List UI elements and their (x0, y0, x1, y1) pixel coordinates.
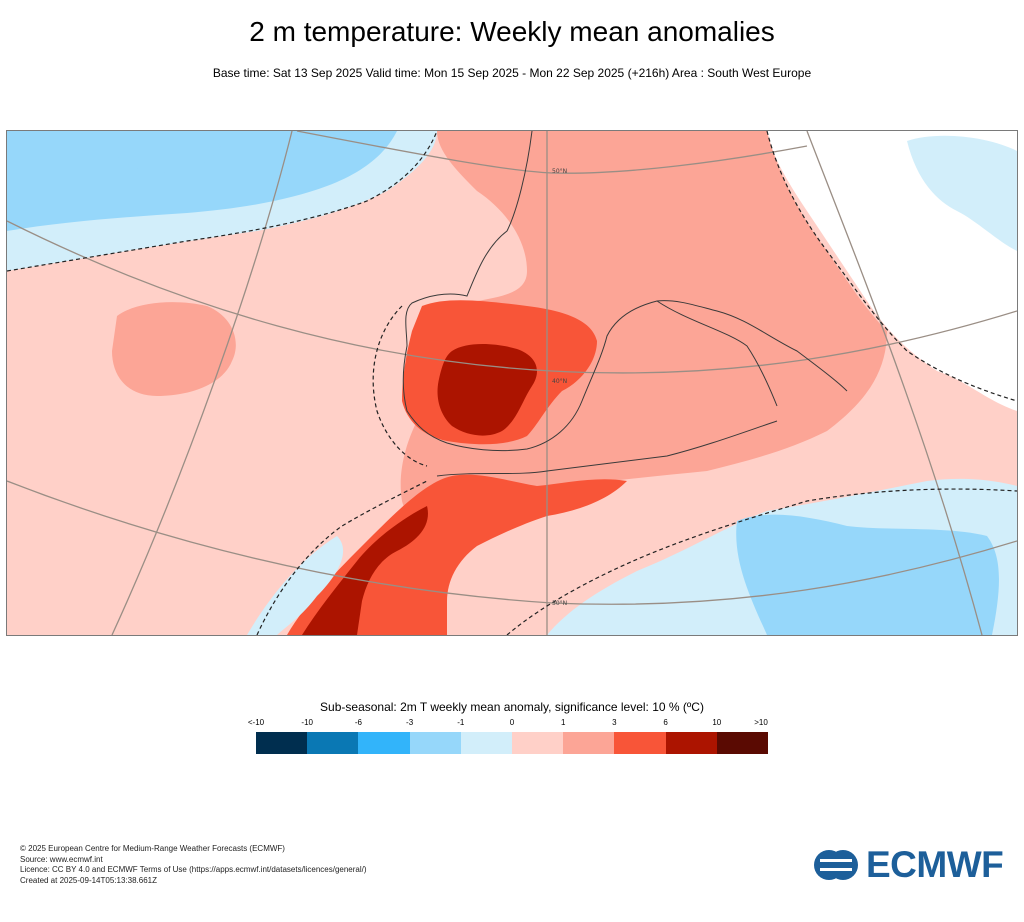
cool-patch-sw (247, 536, 344, 635)
legend-tick: -1 (457, 718, 465, 727)
legend-tick: -10 (301, 718, 313, 727)
legend-swatch (563, 732, 615, 754)
very-hot-area-morocco (302, 506, 428, 635)
footer-credits: © 2025 European Centre for Medium-Range … (20, 844, 367, 886)
legend-swatch (307, 732, 359, 754)
legend-tick: -6 (354, 718, 362, 727)
legend-tick: 6 (663, 718, 668, 727)
ecmwf-logo: ECMWF (812, 844, 1006, 885)
legend-swatch (460, 732, 513, 754)
legend-swatch (358, 732, 410, 754)
cool-area-north-atlantic (7, 131, 397, 231)
cold-patch-balkans (907, 135, 1017, 251)
legend-tick: 1 (560, 718, 566, 727)
legend-tick: 3 (612, 718, 617, 727)
legend-swatch (716, 732, 769, 754)
graticule (7, 131, 1017, 635)
footer-source: Source: www.ecmwf.int (20, 854, 103, 864)
grid-label-50n: 50°N (552, 168, 567, 175)
ecmwf-logo-icon (814, 850, 858, 880)
coastlines (402, 131, 848, 477)
legend-tick: 0 (509, 718, 515, 727)
significance-contours (7, 131, 1017, 635)
chart-subtitle: Base time: Sat 13 Sep 2025 Valid time: M… (212, 66, 812, 80)
legend-ticks: <-10 -10 -6 -3 -1 0 1 3 6 10 >10 (248, 718, 768, 730)
legend-swatch (614, 732, 666, 754)
legend-swatch (409, 732, 461, 754)
footer-copyright: © 2025 European Centre for Medium-Range … (20, 844, 285, 853)
cold-area-sahara (736, 514, 999, 635)
chart-title: 2 m temperature: Weekly mean anomalies (249, 16, 775, 47)
very-hot-area-iberia (437, 344, 537, 436)
legend-tick: -3 (406, 718, 414, 727)
anomaly-map: 50°N 40°N 30°N (6, 130, 1018, 636)
footer-created: Created at 2025-09-14T05:13:38.661Z (20, 875, 157, 885)
map-svg: 50°N 40°N 30°N (7, 131, 1017, 635)
hot-area-north-africa (287, 474, 627, 635)
legend-swatch (512, 732, 564, 754)
legend-swatch (665, 732, 717, 754)
legend-title: Sub-seasonal: 2m T weekly mean anomaly, … (320, 700, 704, 714)
legend-tick: 10 (712, 718, 722, 727)
grid-label-40n: 40°N (552, 378, 567, 385)
ecmwf-logo-text: ECMWF (866, 844, 1004, 885)
legend-color-bar (256, 732, 769, 754)
cool-patch-north (117, 131, 227, 173)
legend-swatch (256, 732, 308, 754)
warm-area-atlantic (112, 302, 236, 396)
legend-tick: >10 (754, 718, 768, 727)
grid-label-30n: 30°N (552, 600, 567, 607)
legend-tick: <-10 (247, 718, 265, 727)
footer-licence: Licence: CC BY 4.0 and ECMWF Terms of Us… (20, 865, 367, 874)
